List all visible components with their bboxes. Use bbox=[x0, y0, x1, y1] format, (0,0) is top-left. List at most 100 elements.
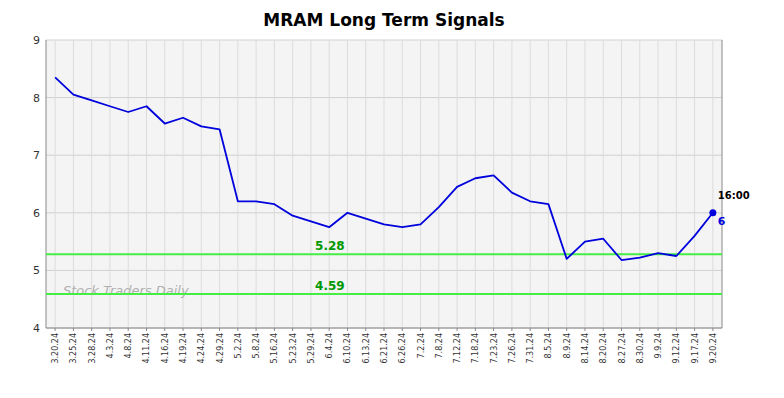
x-grid-line bbox=[457, 40, 458, 328]
grid bbox=[46, 40, 722, 328]
x-tick bbox=[658, 328, 659, 331]
x-grid-line bbox=[658, 40, 659, 328]
x-tick bbox=[164, 328, 165, 331]
x-tick bbox=[493, 328, 494, 331]
y-tick-label: 7 bbox=[33, 149, 40, 162]
x-tick bbox=[256, 328, 257, 331]
x-tick-label: 7.23.24 bbox=[490, 333, 499, 364]
x-tick-label: 4.24.24 bbox=[197, 333, 206, 364]
x-grid-line bbox=[548, 40, 549, 328]
x-tick bbox=[475, 328, 476, 331]
x-tick-label: 8.5.24 bbox=[544, 333, 553, 358]
watermark: Stock Traders Daily bbox=[63, 283, 189, 298]
y-tick-label: 5 bbox=[33, 264, 40, 277]
x-tick bbox=[73, 328, 74, 331]
x-tick bbox=[566, 328, 567, 331]
chart-container: 4567893.20.243.25.243.28.244.3.244.8.244… bbox=[0, 0, 784, 398]
x-tick-label: 8.30.24 bbox=[636, 333, 645, 364]
x-grid-line bbox=[384, 40, 385, 328]
x-grid-line bbox=[292, 40, 293, 328]
x-tick-label: 7.12.24 bbox=[453, 333, 462, 364]
x-tick-label: 7.31.24 bbox=[526, 333, 535, 364]
x-tick-label: 6.10.24 bbox=[343, 333, 352, 364]
plot-area bbox=[46, 40, 722, 328]
x-tick-label: 9.17.24 bbox=[691, 333, 700, 364]
x-tick bbox=[639, 328, 640, 331]
x-tick bbox=[676, 328, 677, 331]
y-axis-line bbox=[46, 40, 47, 328]
x-tick bbox=[530, 328, 531, 331]
x-tick-label: 4.11.24 bbox=[142, 333, 151, 364]
x-tick-label: 4.16.24 bbox=[161, 333, 170, 364]
x-tick bbox=[347, 328, 348, 331]
x-tick bbox=[237, 328, 238, 331]
x-tick-label: 3.28.24 bbox=[88, 333, 97, 364]
x-grid-line bbox=[347, 40, 348, 328]
data-group bbox=[46, 77, 722, 294]
y-tick-label: 4 bbox=[33, 322, 40, 335]
x-tick bbox=[219, 328, 220, 331]
reference-line bbox=[46, 253, 722, 255]
x-grid-line bbox=[201, 40, 202, 328]
x-tick-label: 9.9.24 bbox=[654, 333, 663, 358]
x-tick bbox=[55, 328, 56, 331]
x-tick-label: 8.27.24 bbox=[618, 333, 627, 364]
x-grid-line bbox=[639, 40, 640, 328]
x-grid-line bbox=[676, 40, 677, 328]
x-tick bbox=[201, 328, 202, 331]
x-tick bbox=[329, 328, 330, 331]
x-tick-label: 5.2.24 bbox=[234, 333, 243, 358]
x-grid-line bbox=[621, 40, 622, 328]
x-tick bbox=[146, 328, 147, 331]
x-tick-label: 9.12.24 bbox=[672, 333, 681, 364]
x-grid-line bbox=[603, 40, 604, 328]
chart-svg: 4567893.20.243.25.243.28.244.3.244.8.244… bbox=[0, 0, 784, 398]
x-grid-line bbox=[219, 40, 220, 328]
x-tick-label: 5.29.24 bbox=[307, 333, 316, 364]
x-tick-label: 4.29.24 bbox=[216, 333, 225, 364]
x-tick-label: 8.9.24 bbox=[563, 333, 572, 358]
x-tick bbox=[694, 328, 695, 331]
x-grid-line bbox=[493, 40, 494, 328]
x-tick bbox=[420, 328, 421, 331]
right-border bbox=[722, 40, 723, 328]
x-grid-line bbox=[566, 40, 567, 328]
last-point bbox=[709, 209, 716, 216]
x-tick bbox=[548, 328, 549, 331]
x-grid-line bbox=[365, 40, 366, 328]
x-tick bbox=[183, 328, 184, 331]
reference-label: 4.59 bbox=[315, 279, 345, 293]
x-grid-line bbox=[55, 40, 56, 328]
x-tick bbox=[603, 328, 604, 331]
x-tick-label: 7.2.24 bbox=[417, 333, 426, 358]
x-tick bbox=[457, 328, 458, 331]
x-tick-label: 6.26.24 bbox=[398, 333, 407, 364]
x-tick-label: 3.20.24 bbox=[51, 333, 60, 364]
x-tick-label: 7.8.24 bbox=[435, 333, 444, 358]
x-tick bbox=[438, 328, 439, 331]
x-tick-label: 5.16.24 bbox=[270, 333, 279, 364]
x-tick-label: 9.20.24 bbox=[709, 333, 718, 364]
x-grid-line bbox=[712, 40, 713, 328]
x-tick bbox=[584, 328, 585, 331]
x-grid-line bbox=[310, 40, 311, 328]
x-tick-label: 8.20.24 bbox=[599, 333, 608, 364]
x-grid-line bbox=[530, 40, 531, 328]
x-grid-line bbox=[694, 40, 695, 328]
x-grid-line bbox=[402, 40, 403, 328]
x-tick bbox=[384, 328, 385, 331]
last-time-label: 16:00 bbox=[718, 190, 750, 201]
x-tick-label: 7.18.24 bbox=[471, 333, 480, 364]
reference-label: 5.28 bbox=[315, 239, 345, 253]
x-tick bbox=[292, 328, 293, 331]
y-tick-label: 9 bbox=[33, 34, 40, 47]
chart-title: MRAM Long Term Signals bbox=[263, 10, 504, 30]
x-tick-label: 3.25.24 bbox=[69, 333, 78, 364]
x-tick bbox=[511, 328, 512, 331]
x-tick bbox=[128, 328, 129, 331]
x-tick bbox=[402, 328, 403, 331]
x-tick bbox=[712, 328, 713, 331]
x-grid-line bbox=[420, 40, 421, 328]
x-tick bbox=[310, 328, 311, 331]
x-tick bbox=[109, 328, 110, 331]
